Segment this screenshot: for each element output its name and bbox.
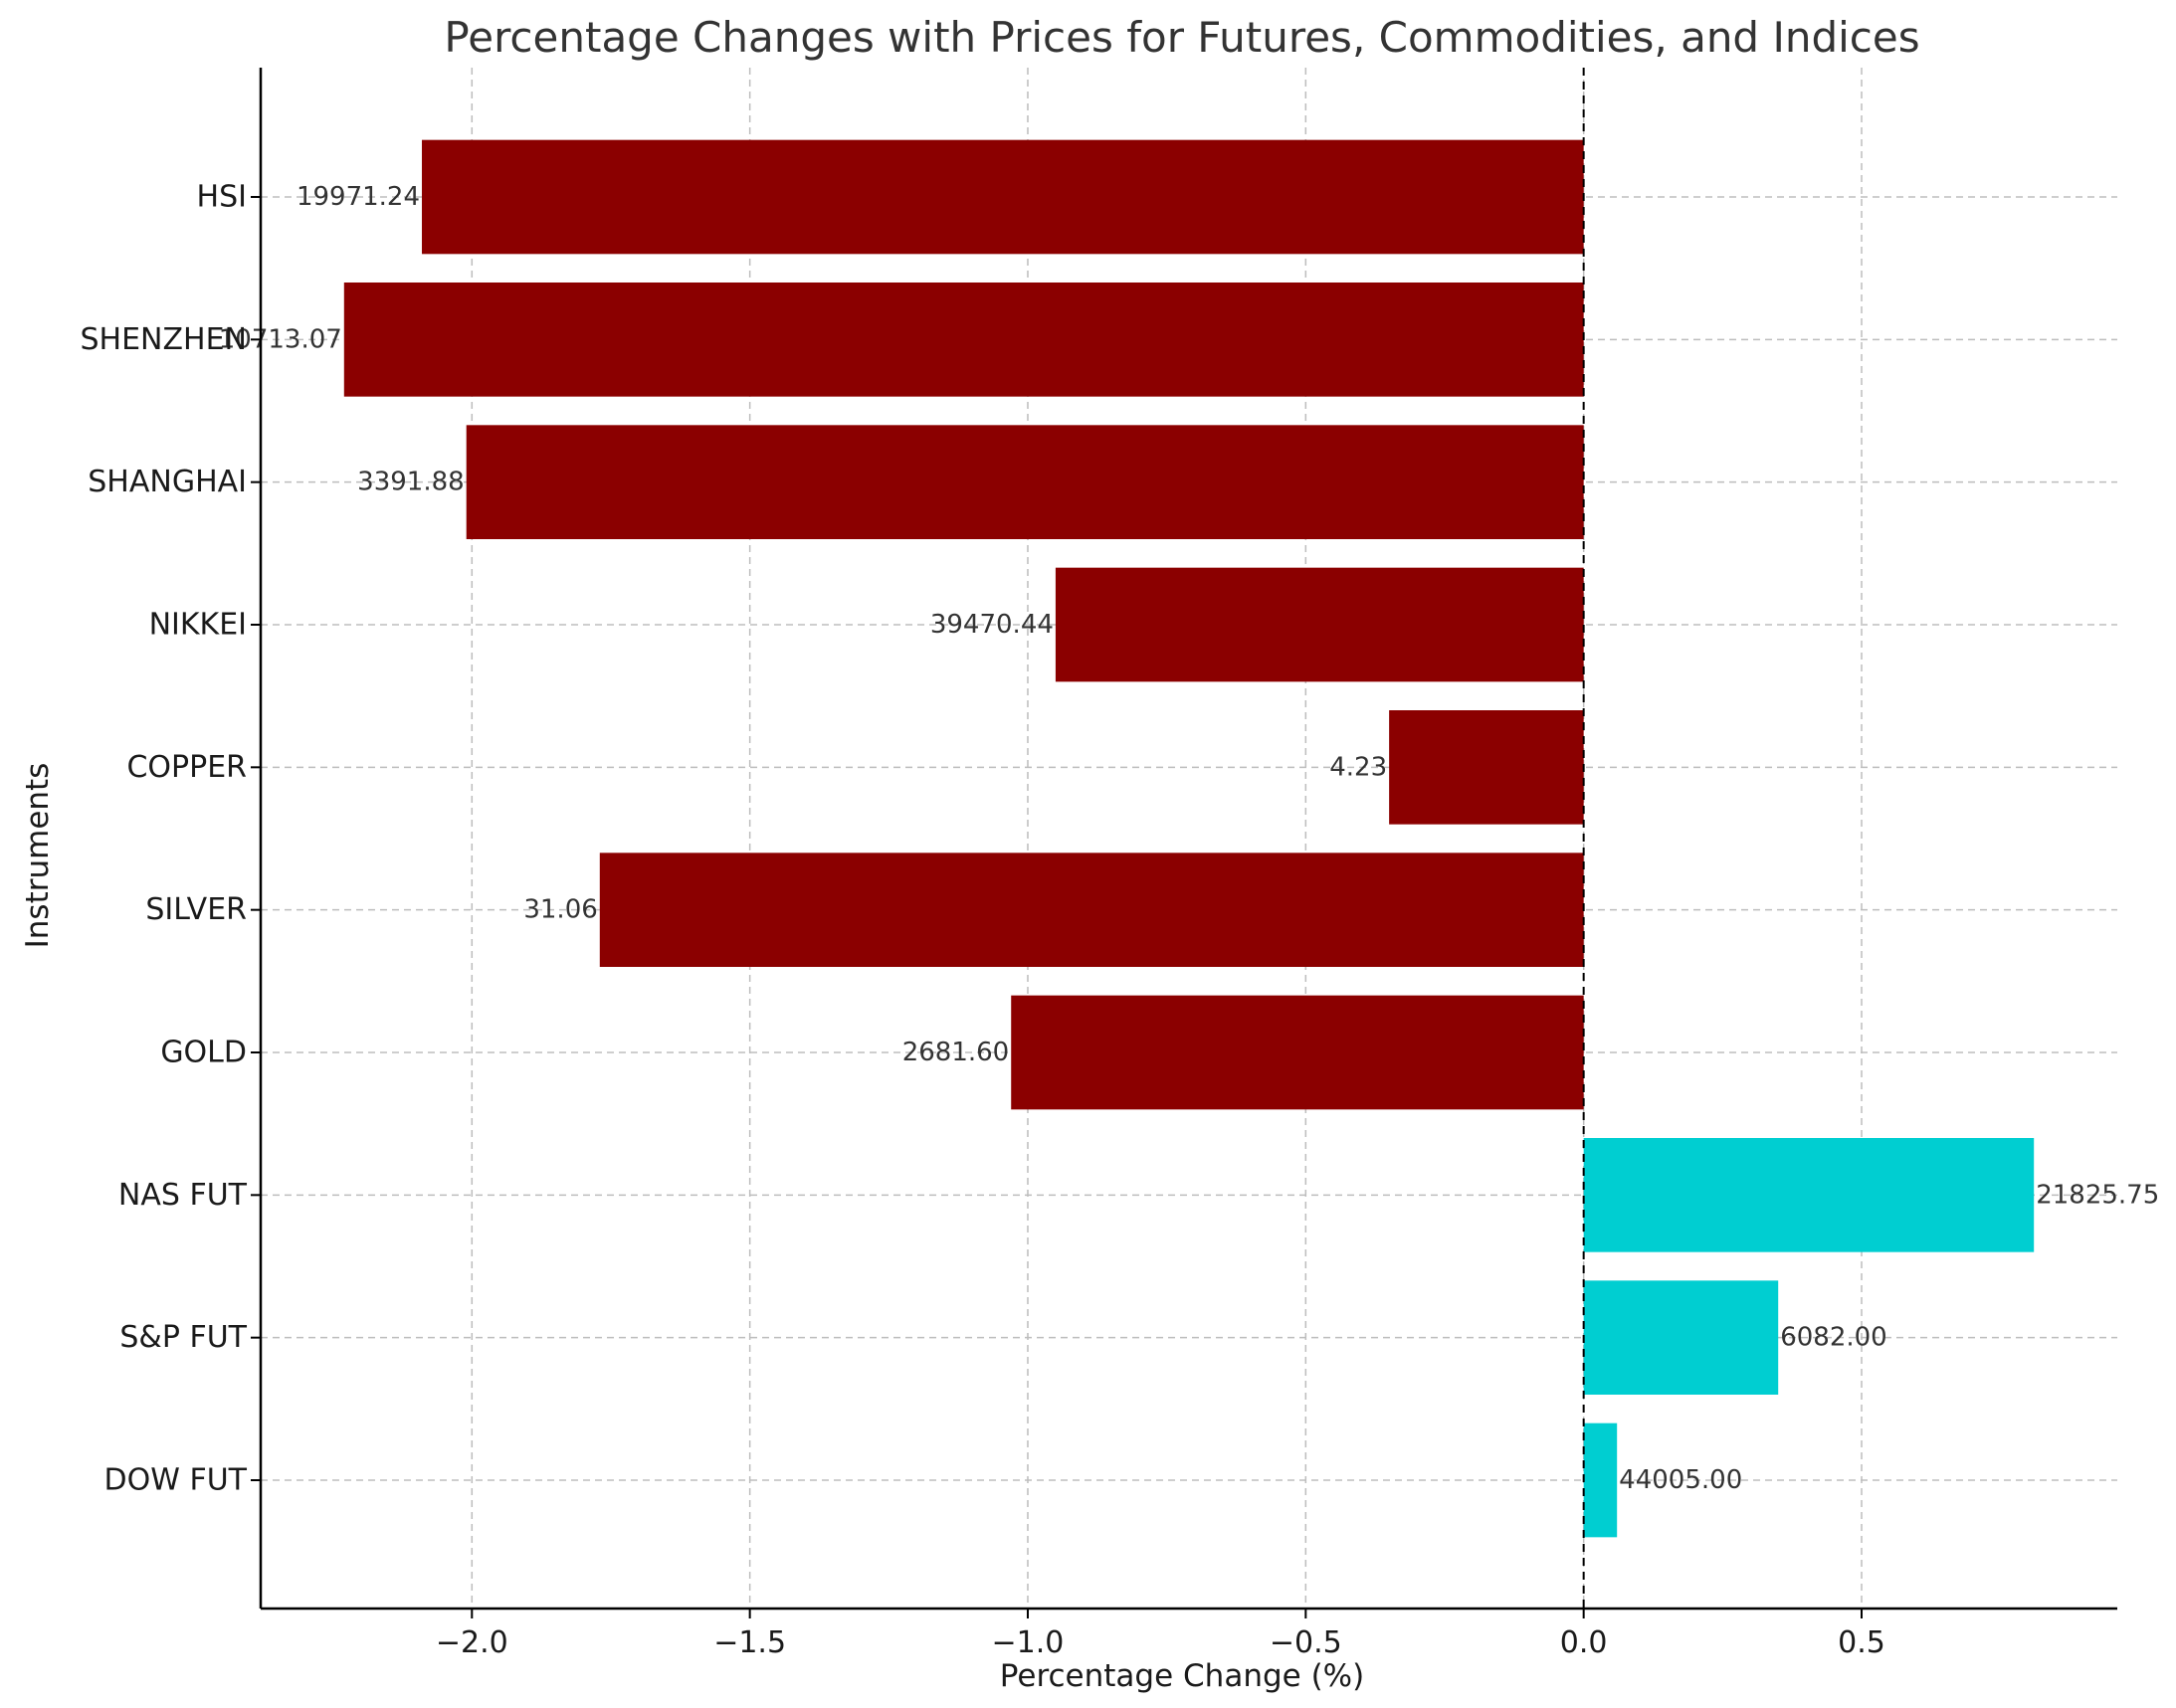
bar-nas-fut [1583, 1138, 2035, 1252]
bar-s-p-fut [1583, 1280, 1779, 1395]
bar-layer [343, 139, 2035, 1538]
x-tick-label: −0.5 [1270, 1625, 1342, 1660]
data-label-layer: 44005.00 6082.00 21825.75 2681.60 31.06 4.23 3… [219, 182, 2160, 1495]
y-tick-label: SHANGHAI [88, 465, 247, 499]
x-axis-label: Percentage Change (%) [1000, 1658, 1364, 1694]
bar-shenzhen [343, 283, 1584, 397]
bar-dow-fut [1583, 1423, 1618, 1538]
y-tick-label: DOW FUT [104, 1463, 248, 1498]
x-tick-label: 0.0 [1560, 1625, 1608, 1660]
y-axis-label: Instruments [20, 763, 56, 949]
data-label: 44005.00 [1619, 1465, 1742, 1495]
y-tick-label: SHENZHEN [80, 322, 247, 357]
chart-title: Percentage Changes with Prices for Futur… [444, 13, 1919, 62]
y-tick-label: NIKKEI [149, 608, 247, 643]
y-tick-label: NAS FUT [118, 1178, 248, 1213]
bar-hsi [422, 139, 1584, 255]
bar-copper [1389, 710, 1584, 825]
data-label: 39470.44 [930, 610, 1054, 640]
x-tick-label: −1.0 [992, 1625, 1065, 1660]
data-label: 2681.60 [902, 1038, 1010, 1067]
axis-layer: −2.0 −1.5 −1.0 −0.5 0.0 0.5 DOW FUT S&P FUT NAS … [80, 68, 2117, 1660]
bar-silver [599, 853, 1584, 967]
x-tick-label: −1.5 [713, 1625, 786, 1660]
data-label: 10713.07 [219, 324, 342, 354]
x-tick-label: 0.5 [1838, 1625, 1885, 1660]
bar-nikkei [1055, 567, 1584, 682]
y-tick-label: SILVER [145, 892, 247, 927]
bar-shanghai [466, 425, 1584, 539]
x-tick-label: −2.0 [436, 1625, 508, 1660]
data-label: 31.06 [523, 895, 597, 925]
y-tick-label: S&P FUT [119, 1320, 247, 1355]
data-label: 19971.24 [297, 182, 420, 212]
data-label: 4.23 [1329, 752, 1387, 782]
y-tick-label: GOLD [160, 1036, 247, 1070]
bar-gold [1011, 995, 1584, 1110]
y-tick-label: HSI [197, 180, 247, 215]
y-tick-label: COPPER [126, 750, 247, 785]
data-label: 3391.88 [357, 468, 465, 497]
data-label: 6082.00 [1780, 1323, 1887, 1353]
data-label: 21825.75 [2036, 1180, 2159, 1210]
